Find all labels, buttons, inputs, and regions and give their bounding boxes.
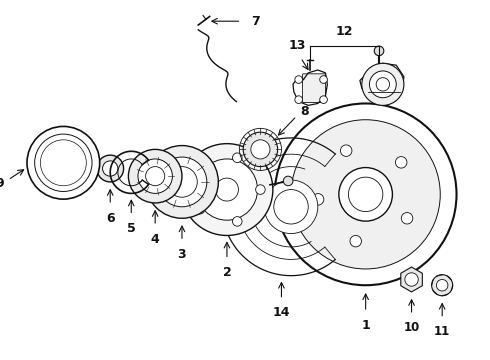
Circle shape xyxy=(401,212,413,224)
Text: 6: 6 xyxy=(106,212,115,225)
Circle shape xyxy=(138,159,172,193)
Circle shape xyxy=(339,167,392,221)
Circle shape xyxy=(369,71,396,98)
Circle shape xyxy=(195,204,205,214)
Circle shape xyxy=(181,144,273,235)
Circle shape xyxy=(275,103,457,285)
Circle shape xyxy=(264,180,318,234)
Circle shape xyxy=(146,145,219,218)
Circle shape xyxy=(319,96,327,103)
Text: 11: 11 xyxy=(434,325,450,338)
Text: 1: 1 xyxy=(361,319,370,332)
Circle shape xyxy=(232,217,242,226)
Text: 13: 13 xyxy=(288,39,305,52)
Circle shape xyxy=(256,185,265,194)
Text: 10: 10 xyxy=(403,321,419,334)
Circle shape xyxy=(374,46,384,56)
Text: 9: 9 xyxy=(0,177,4,190)
Circle shape xyxy=(128,149,182,203)
Circle shape xyxy=(295,76,302,84)
Circle shape xyxy=(291,120,440,269)
Circle shape xyxy=(362,63,404,105)
Text: 12: 12 xyxy=(336,26,353,39)
Circle shape xyxy=(27,126,99,199)
Text: 7: 7 xyxy=(251,15,260,28)
Circle shape xyxy=(295,96,302,103)
Text: 4: 4 xyxy=(151,233,160,246)
Text: 3: 3 xyxy=(178,248,186,261)
Circle shape xyxy=(312,194,324,205)
Circle shape xyxy=(283,176,293,186)
Circle shape xyxy=(341,145,352,156)
Polygon shape xyxy=(401,267,422,292)
Text: 5: 5 xyxy=(127,222,136,235)
Circle shape xyxy=(243,132,278,167)
Text: 2: 2 xyxy=(222,266,231,279)
Text: 8: 8 xyxy=(300,105,309,118)
Circle shape xyxy=(405,273,418,286)
Circle shape xyxy=(432,275,453,296)
Circle shape xyxy=(395,157,407,168)
Circle shape xyxy=(437,279,448,291)
Circle shape xyxy=(319,76,327,84)
Circle shape xyxy=(232,153,242,162)
Circle shape xyxy=(350,235,362,247)
Circle shape xyxy=(196,159,258,220)
Text: 14: 14 xyxy=(273,306,290,319)
FancyBboxPatch shape xyxy=(302,74,325,103)
Circle shape xyxy=(97,155,123,182)
Circle shape xyxy=(251,140,270,159)
Circle shape xyxy=(195,165,205,175)
Circle shape xyxy=(157,157,207,207)
Circle shape xyxy=(102,161,118,176)
